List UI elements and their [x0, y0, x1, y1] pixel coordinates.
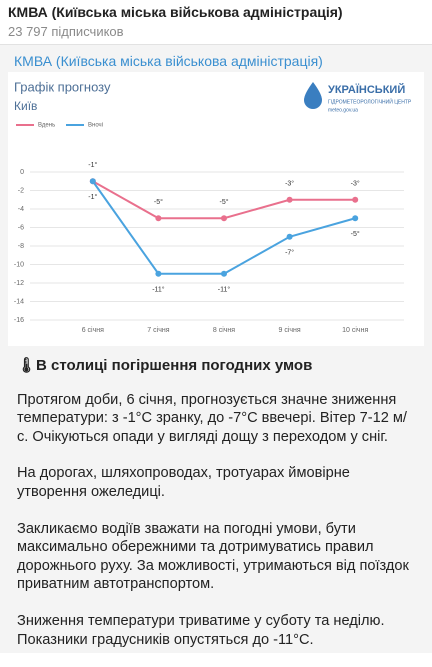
logo-url: meteo.gov.ua [328, 107, 358, 113]
y-tick-label: -8 [18, 243, 24, 250]
logo-name: УКРАЇНСЬКИЙ [328, 83, 405, 96]
y-tick-label: -6 [18, 224, 24, 231]
point [89, 178, 96, 185]
value-label: -1° [88, 193, 97, 201]
value-label: -7° [285, 249, 294, 257]
x-tick-label: 9 січня [278, 326, 300, 334]
legend-label: Вночі [88, 123, 103, 129]
y-tick-label: -16 [14, 317, 24, 324]
point [221, 270, 227, 277]
logo-icon [304, 82, 322, 109]
x-tick-label: 7 січня [147, 326, 169, 334]
message: 🌡В столиці погіршення погодних умов Прот… [17, 357, 417, 667]
y-tick-label: -12 [14, 280, 24, 287]
point [352, 196, 359, 203]
value-label: -5° [154, 198, 163, 206]
x-tick-label: 6 січня [82, 326, 104, 334]
point [286, 233, 293, 240]
y-tick-label: 0 [20, 169, 24, 176]
value-label: -1° [88, 161, 97, 169]
value-label: -3° [351, 180, 360, 188]
subscribers: 23 797 підписчиков [8, 24, 124, 39]
logo-line: ГІДРОМЕТЕОРОЛОГІЧНИЙ ЦЕНТР [328, 97, 412, 105]
point [352, 215, 359, 222]
y-tick-label: -2 [18, 187, 24, 194]
point [155, 215, 162, 222]
point [286, 196, 293, 203]
value-label: -11° [152, 286, 165, 294]
y-tick-label: -10 [14, 261, 24, 268]
y-tick-label: -14 [14, 298, 24, 305]
value-label: -3° [285, 180, 294, 188]
page: КМВА (Київська міська військова адмініст… [0, 4, 432, 653]
value-label: -5° [219, 198, 228, 206]
chart: Графік прогнозу Київ УКРАЇНСЬКИЙ ГІДРОМЕ… [8, 72, 424, 346]
point [155, 270, 162, 277]
value-label: -5° [351, 230, 360, 238]
value-label: -11° [218, 286, 231, 294]
paragraph: Зниження температури триватиме у суботу … [17, 612, 385, 648]
paragraph: Закликаємо водіїв зважати на погодні умо… [17, 520, 409, 593]
paragraph: Протягом доби, 6 січня, прогнозується зн… [17, 391, 407, 445]
chart-title: Графік прогнозу [14, 79, 111, 94]
y-tick-label: -4 [18, 206, 24, 213]
chart-subtitle: Київ [14, 99, 37, 113]
x-tick-label: 8 січня [213, 326, 235, 334]
post-author[interactable]: КМВА (Київська міська військова адмініст… [14, 53, 323, 69]
legend-label: Вдень [38, 123, 55, 129]
x-tick-label: 10 січня [342, 326, 368, 334]
heading: 🌡В столиці погіршення погодних умов [17, 357, 313, 374]
point [221, 215, 227, 222]
paragraph: На дорогах, шляхопроводах, тротуарах ймо… [17, 465, 350, 500]
header: КМВА (Київська міська військова адмініст… [8, 4, 343, 39]
channel-name[interactable]: КМВА (Київська міська військова адмініст… [8, 4, 343, 20]
